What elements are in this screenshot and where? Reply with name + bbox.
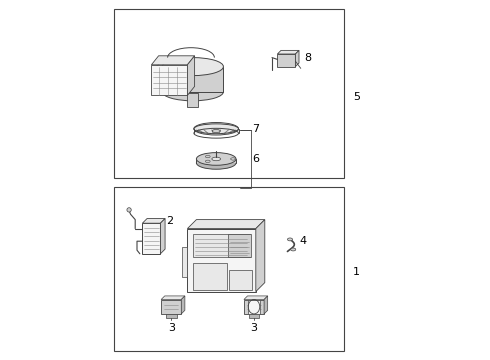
Bar (244, 300, 264, 314)
Bar (161, 300, 181, 314)
Ellipse shape (162, 83, 223, 101)
Polygon shape (161, 296, 185, 300)
Text: 2: 2 (166, 216, 173, 226)
Polygon shape (187, 229, 256, 292)
Polygon shape (187, 56, 195, 95)
Polygon shape (196, 159, 236, 163)
Polygon shape (187, 220, 265, 229)
Ellipse shape (291, 248, 296, 251)
Ellipse shape (212, 130, 220, 132)
Ellipse shape (196, 157, 236, 169)
Text: 3: 3 (168, 323, 175, 333)
Bar (228, 234, 251, 257)
Ellipse shape (205, 160, 210, 162)
Ellipse shape (194, 122, 239, 135)
Polygon shape (181, 296, 185, 314)
Text: 3: 3 (250, 323, 258, 333)
Bar (248, 300, 260, 314)
Text: 6: 6 (252, 154, 259, 164)
Polygon shape (143, 219, 165, 223)
Text: 4: 4 (299, 236, 306, 246)
Ellipse shape (288, 238, 293, 241)
Ellipse shape (127, 208, 131, 212)
Polygon shape (194, 129, 239, 134)
Text: 7: 7 (252, 123, 259, 134)
Text: 1: 1 (353, 267, 360, 277)
Ellipse shape (162, 58, 223, 76)
Polygon shape (162, 67, 223, 92)
Bar (114, 187, 344, 351)
Text: 5: 5 (353, 92, 360, 102)
Ellipse shape (196, 153, 236, 165)
Polygon shape (295, 50, 299, 67)
Bar (229, 270, 252, 290)
Polygon shape (264, 296, 268, 314)
Bar (193, 234, 250, 257)
Polygon shape (256, 220, 265, 292)
Bar (114, 9, 344, 178)
Polygon shape (182, 247, 187, 277)
Text: 8: 8 (304, 53, 312, 63)
Bar (193, 263, 227, 290)
Bar (143, 223, 160, 254)
Ellipse shape (212, 157, 220, 161)
Polygon shape (160, 219, 165, 254)
Bar (166, 314, 176, 318)
Polygon shape (151, 65, 187, 95)
Ellipse shape (205, 156, 210, 158)
Polygon shape (244, 296, 268, 300)
Bar (187, 93, 198, 107)
Bar (277, 54, 295, 67)
Polygon shape (151, 56, 195, 65)
Polygon shape (277, 50, 299, 54)
Ellipse shape (231, 158, 235, 160)
Bar (248, 314, 259, 318)
